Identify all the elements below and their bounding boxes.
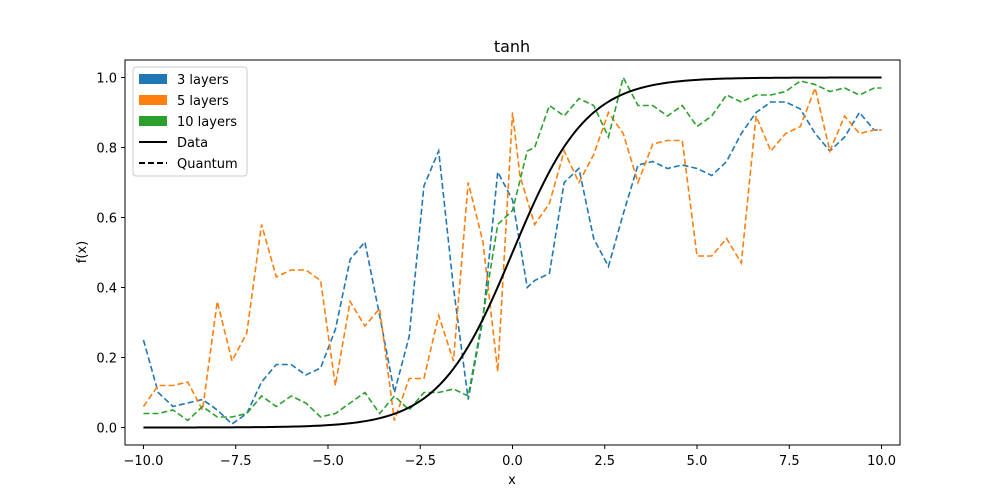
x-axis: −10.0 −7.5 −5.0 −2.5 0.0 2.5 5.0 7.5 10.0 <box>124 445 896 469</box>
y-axis-label: f(x) <box>75 241 90 263</box>
legend-item-5-layers-swatch <box>139 95 167 105</box>
x-tick-label: −5.0 <box>312 454 344 469</box>
legend-item-3-layers-label: 3 layers <box>177 73 229 88</box>
x-tick-label: −7.5 <box>220 454 252 469</box>
y-tick-label: 0.2 <box>96 352 117 367</box>
series-line-3-layers <box>142 101 882 426</box>
x-axis-label: x <box>508 473 516 488</box>
chart-title: tanh <box>494 37 530 56</box>
y-tick-label: 1.0 <box>96 72 117 87</box>
plot-area <box>124 59 901 446</box>
y-axis: 0.0 0.2 0.4 0.6 0.8 1.0 <box>96 72 125 437</box>
y-tick-label: 0.4 <box>96 282 117 297</box>
y-tick-label: 0.0 <box>96 422 117 437</box>
series-line-10-layers <box>143 75 882 422</box>
legend: 3 layers 5 layers 10 layers Data Quantum <box>132 66 248 177</box>
legend-item-3-layers-swatch <box>139 74 167 84</box>
x-tick-label: 0.0 <box>502 454 523 469</box>
x-tick-label: 2.5 <box>594 454 615 469</box>
x-tick-label: 7.5 <box>779 454 800 469</box>
x-tick-label: −10.0 <box>124 454 164 469</box>
legend-item-quantum-label: Quantum <box>177 157 238 172</box>
legend-box <box>132 66 248 177</box>
legend-item-10-layers-label: 10 layers <box>177 115 237 130</box>
legend-item-10-layers-swatch <box>139 116 167 126</box>
legend-item-5-layers-label: 5 layers <box>177 94 229 109</box>
series-line-5-layers <box>142 85 882 421</box>
x-tick-label: 10.0 <box>867 454 896 469</box>
x-tick-label: 5.0 <box>687 454 708 469</box>
y-tick-label: 0.8 <box>96 142 117 157</box>
x-tick-label: −2.5 <box>404 454 436 469</box>
legend-item-data-label: Data <box>177 136 208 151</box>
series-layer <box>142 75 882 429</box>
series-line-data <box>143 76 882 429</box>
y-tick-label: 0.6 <box>96 212 117 227</box>
